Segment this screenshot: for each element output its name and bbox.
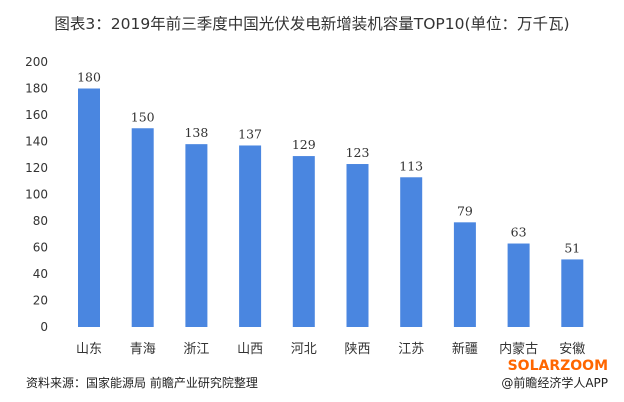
y-tick-label: 160 <box>25 108 48 122</box>
y-tick-label: 200 <box>25 55 48 69</box>
credit-note: @前瞻经济学人APP <box>501 375 608 390</box>
x-tick-label: 内蒙古 <box>499 341 538 357</box>
data-label: 123 <box>346 145 370 160</box>
data-label: 63 <box>511 225 527 240</box>
data-label: 138 <box>184 125 208 140</box>
bar <box>346 164 369 327</box>
y-axis: 0 20 40 60 80 100 120 140 160 180 200 <box>25 55 48 334</box>
x-tick-label: 安徽 <box>559 342 585 357</box>
data-label: 79 <box>457 203 473 218</box>
bar <box>561 259 584 327</box>
bar <box>131 128 154 327</box>
bar <box>78 88 100 327</box>
bar <box>400 177 423 327</box>
x-tick-label: 新疆 <box>452 341 478 357</box>
x-tick-label: 青海 <box>130 342 156 357</box>
y-tick-label: 0 <box>40 320 48 334</box>
y-tick-label: 140 <box>25 135 48 149</box>
chart-title: 图表3：2019年前三季度中国光伏发电新增装机容量TOP10(单位：万千瓦) <box>54 15 569 33</box>
solarzoom-watermark: SOLARZOOM <box>508 358 608 374</box>
x-axis: 山东 青海 浙江 山西 河北 陕西 江苏 新疆 内蒙古 安徽 <box>76 341 585 357</box>
bar <box>185 144 208 327</box>
bar <box>507 243 530 327</box>
bars: 180 150 138 137 129 123 113 79 63 51 <box>77 70 584 327</box>
bar <box>239 145 262 327</box>
x-tick-label: 浙江 <box>183 342 209 357</box>
y-tick-label: 180 <box>25 82 48 96</box>
data-label: 129 <box>292 137 316 152</box>
x-tick-label: 山东 <box>76 342 102 357</box>
y-tick-label: 40 <box>33 267 48 281</box>
bar <box>453 222 476 327</box>
x-tick-label: 河北 <box>291 342 317 357</box>
data-label: 113 <box>399 158 423 173</box>
y-tick-label: 100 <box>25 188 48 202</box>
source-note: 资料来源：国家能源局 前瞻产业研究院整理 <box>26 375 258 390</box>
data-label: 180 <box>77 70 101 85</box>
y-tick-label: 120 <box>25 161 48 175</box>
y-tick-label: 20 <box>33 294 48 308</box>
bar <box>292 156 315 327</box>
data-label: 51 <box>564 240 580 255</box>
data-label: 137 <box>238 126 262 141</box>
x-tick-label: 江苏 <box>398 341 424 357</box>
y-tick-label: 80 <box>33 214 48 228</box>
x-tick-label: 山西 <box>237 342 263 357</box>
data-label: 150 <box>131 109 155 124</box>
x-tick-label: 陕西 <box>344 342 370 357</box>
y-tick-label: 60 <box>33 241 48 255</box>
